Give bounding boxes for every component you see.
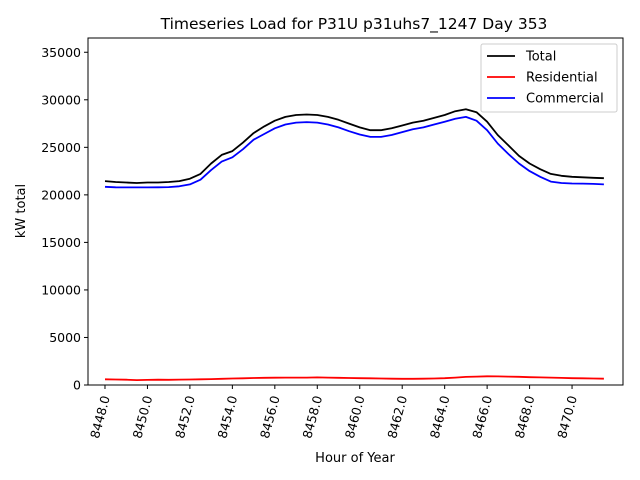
x-tick-label: 8450.0 (130, 394, 156, 440)
y-tick-label: 5000 (49, 330, 81, 345)
y-tick-label: 15000 (41, 235, 81, 250)
legend-label: Commercial (526, 92, 604, 107)
y-axis-label: kW total (14, 184, 29, 238)
x-tick-label: 8460.0 (342, 394, 368, 440)
plot-frame (87, 37, 624, 386)
y-axis-ticks: 0 5000 10000 15000 20000 25000 30000 35000 (41, 45, 88, 393)
legend-label: Residential (526, 71, 598, 86)
x-tick-label: 8458.0 (299, 394, 325, 440)
y-tick-label: 10000 (41, 282, 81, 297)
y-tick-label: 20000 (41, 187, 81, 202)
x-axis-ticks: 8448.0 8450.0 8452.0 8454.0 8456.0 8458.0 8460… (87, 385, 580, 440)
x-tick-label: 8470.0 (554, 394, 580, 440)
x-tick-label: 8452.0 (172, 394, 198, 440)
y-tick-label: 35000 (41, 45, 81, 60)
series-line-total (104, 108, 604, 184)
y-tick-label: 0 (73, 378, 81, 393)
series-line-commercial (104, 116, 604, 189)
x-tick-label: 8464.0 (427, 394, 453, 440)
chart-title: Timeseries Load for P31U p31uhs7_1247 Da… (160, 15, 548, 34)
series-line-residential (104, 375, 604, 382)
x-tick-label: 8454.0 (214, 394, 240, 440)
x-tick-label: 8466.0 (469, 394, 495, 440)
legend: Total Residential Commercial (480, 43, 618, 113)
y-tick-label: 30000 (41, 92, 81, 107)
x-tick-label: 8448.0 (87, 394, 113, 440)
series-lines (104, 108, 604, 382)
x-axis-label: Hour of Year (315, 451, 395, 466)
legend-label: Total (525, 50, 556, 65)
legend-box (480, 43, 618, 113)
x-tick-label: 8468.0 (512, 394, 538, 440)
x-tick-label: 8462.0 (384, 394, 410, 440)
x-tick-label: 8456.0 (257, 394, 283, 440)
y-tick-label: 25000 (41, 140, 81, 155)
